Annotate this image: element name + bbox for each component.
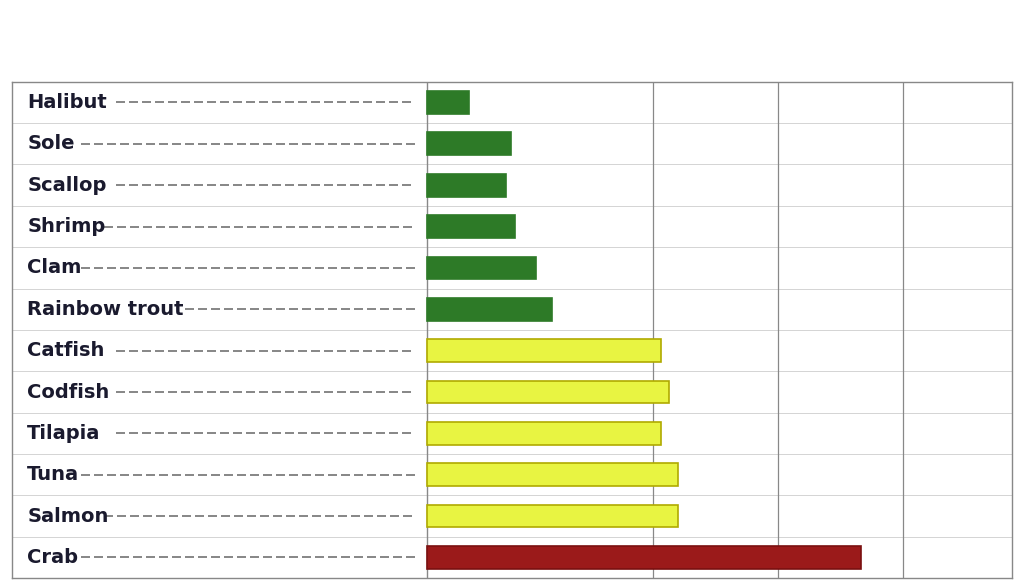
Text: Halibut: Halibut — [28, 93, 108, 112]
Text: Tuna: Tuna — [28, 465, 80, 484]
Text: Salmon: Salmon — [28, 506, 109, 526]
FancyBboxPatch shape — [427, 463, 678, 486]
FancyBboxPatch shape — [427, 546, 861, 569]
Text: Clam: Clam — [28, 258, 82, 277]
FancyBboxPatch shape — [427, 91, 469, 114]
FancyBboxPatch shape — [427, 256, 536, 279]
Text: Sole: Sole — [28, 134, 75, 154]
Text: Seafood: Seafood — [31, 34, 139, 59]
Text: Scallop: Scallop — [28, 176, 106, 194]
FancyBboxPatch shape — [427, 133, 511, 155]
Text: Shrimp: Shrimp — [28, 217, 105, 236]
FancyBboxPatch shape — [427, 298, 552, 321]
FancyBboxPatch shape — [427, 505, 678, 527]
FancyBboxPatch shape — [427, 339, 660, 362]
FancyBboxPatch shape — [427, 422, 660, 445]
FancyBboxPatch shape — [427, 215, 515, 238]
Text: Tilapia: Tilapia — [28, 424, 100, 443]
FancyBboxPatch shape — [427, 174, 507, 197]
FancyBboxPatch shape — [427, 381, 670, 404]
Text: Rainbow trout: Rainbow trout — [28, 300, 183, 319]
Text: Catfish: Catfish — [28, 341, 104, 360]
Text: Reaction Level: Reaction Level — [593, 34, 787, 59]
Text: Codfish: Codfish — [28, 383, 110, 402]
Text: Crab: Crab — [28, 548, 78, 567]
